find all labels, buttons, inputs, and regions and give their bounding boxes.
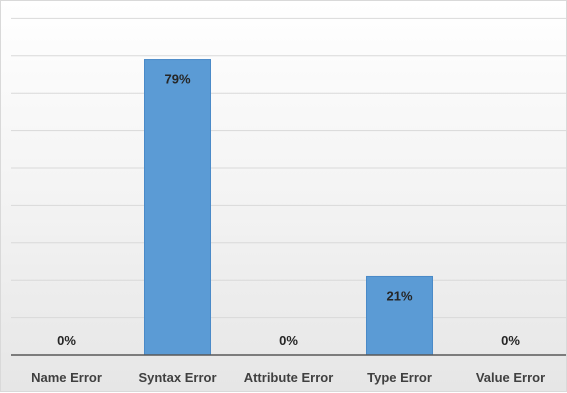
data-label: 0% — [501, 333, 520, 348]
data-label: 21% — [386, 288, 412, 303]
data-label: 79% — [164, 72, 190, 87]
x-tick-label: Name Error — [31, 370, 102, 385]
data-label: 0% — [279, 333, 298, 348]
x-tick-label: Syntax Error — [138, 370, 216, 385]
x-tick-label: Attribute Error — [244, 370, 334, 385]
x-tick-label: Value Error — [476, 370, 545, 385]
x-tick-label: Type Error — [367, 370, 432, 385]
bar-syntax-error — [144, 59, 211, 356]
bar-type-error — [366, 275, 433, 356]
data-label: 0% — [57, 333, 76, 348]
